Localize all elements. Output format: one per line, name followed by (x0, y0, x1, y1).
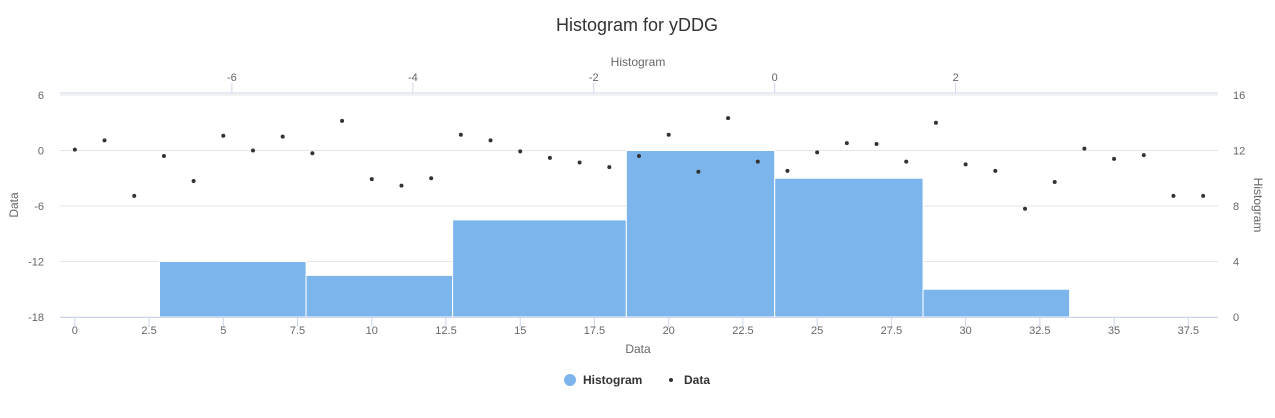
x-tick-label: 7.5 (290, 325, 305, 337)
x-tick-label: 15 (514, 325, 526, 337)
x-tick-label: 10 (366, 325, 378, 337)
x-tick-label: 2.5 (141, 325, 156, 337)
data-point (458, 132, 463, 137)
legend: Histogram Data (564, 373, 710, 387)
x-tick-label: 32.5 (1029, 325, 1050, 337)
data-point (1171, 193, 1176, 198)
data-point (251, 148, 255, 153)
histogram-bar (159, 261, 307, 318)
legend-histogram-marker (564, 374, 576, 386)
data-point (547, 155, 552, 160)
histogram-bar (774, 177, 924, 318)
data-point (577, 160, 582, 165)
data-point (1201, 193, 1206, 198)
y-right-tick-label: 0 (1233, 312, 1239, 324)
axes: -6 -4 -2 0 20 2.5 5 7.5 10 12.5 15 17.5 20 22.5 25 27.5… (28, 72, 1245, 337)
data-point (1023, 206, 1027, 211)
y-right-tick-label: 12 (1233, 146, 1245, 158)
x-tick-label: 37.5 (1178, 325, 1199, 337)
x-top-tick-label: -2 (589, 72, 599, 84)
legend-histogram-label: Histogram (583, 373, 642, 387)
x-tick-label: 5 (220, 325, 226, 337)
data-point (933, 120, 938, 125)
data-point (1082, 146, 1087, 151)
data-point (1112, 156, 1117, 161)
data-point (102, 138, 107, 143)
x-tick-label: 25 (811, 325, 823, 337)
chart-title: Histogram for yDDG (556, 15, 718, 35)
data-point (696, 169, 701, 174)
x-axis-title: Data (625, 342, 651, 356)
y-right-tick-label: 8 (1233, 201, 1239, 213)
data-point (429, 176, 434, 181)
x-top-axis-title: Histogram (611, 55, 666, 69)
histogram-bar (452, 219, 627, 318)
x-tick-label: 17.5 (584, 325, 605, 337)
x-tick-label: 27.5 (881, 325, 902, 337)
data-point (280, 134, 285, 139)
data-point (726, 116, 731, 121)
data-point (844, 141, 849, 146)
y-left-tick-label: -12 (28, 257, 44, 269)
legend-item-histogram[interactable]: Histogram (564, 373, 642, 387)
data-point (607, 165, 612, 170)
data-point (666, 132, 671, 137)
data-point (1052, 179, 1057, 184)
x-tick-label: 12.5 (435, 325, 456, 337)
y-left-axis-title: Data (7, 192, 21, 218)
data-point (369, 177, 374, 182)
data-point (221, 133, 226, 138)
data-point (963, 162, 968, 167)
data-point (815, 150, 820, 155)
histogram-bar (922, 288, 1071, 318)
x-tick-label: 35 (1108, 325, 1120, 337)
histogram-bar (305, 274, 454, 318)
data-point (340, 118, 345, 123)
data-point (72, 147, 77, 152)
x-top-tick-label: -4 (408, 72, 418, 84)
data-point (993, 168, 998, 173)
data-point (310, 151, 315, 156)
data-point (191, 179, 196, 184)
data-point (755, 159, 760, 164)
data-point (399, 183, 404, 188)
legend-data-label: Data (684, 373, 710, 387)
x-top-tick-label: 0 (772, 72, 778, 84)
legend-item-data[interactable]: Data (669, 373, 710, 387)
data-points (72, 116, 1206, 211)
data-point (518, 149, 523, 154)
y-left-tick-label: 0 (38, 146, 44, 158)
y-left-tick-label: 6 (38, 90, 44, 102)
y-left-tick-label: -18 (28, 312, 44, 324)
histogram-bars (159, 150, 1071, 318)
data-point (637, 154, 641, 159)
data-point (488, 138, 493, 143)
data-point (132, 193, 137, 198)
x-tick-label: 30 (959, 325, 971, 337)
x-top-tick-label: -6 (227, 72, 237, 84)
x-top-tick-label: 2 (953, 72, 959, 84)
legend-data-marker (669, 378, 673, 382)
y-right-tick-label: 16 (1233, 90, 1245, 102)
data-point (904, 159, 909, 164)
y-right-tick-label: 4 (1233, 257, 1239, 269)
x-tick-label: 22.5 (732, 325, 753, 337)
data-point (874, 142, 879, 147)
data-point (785, 168, 790, 173)
y-left-tick-label: -6 (34, 201, 44, 213)
histogram-bar (625, 150, 776, 318)
data-point (161, 154, 166, 159)
x-tick-label: 0 (72, 325, 78, 337)
y-right-axis-title: Histogram (1251, 178, 1265, 233)
data-point (1141, 153, 1146, 158)
x-tick-label: 20 (663, 325, 675, 337)
